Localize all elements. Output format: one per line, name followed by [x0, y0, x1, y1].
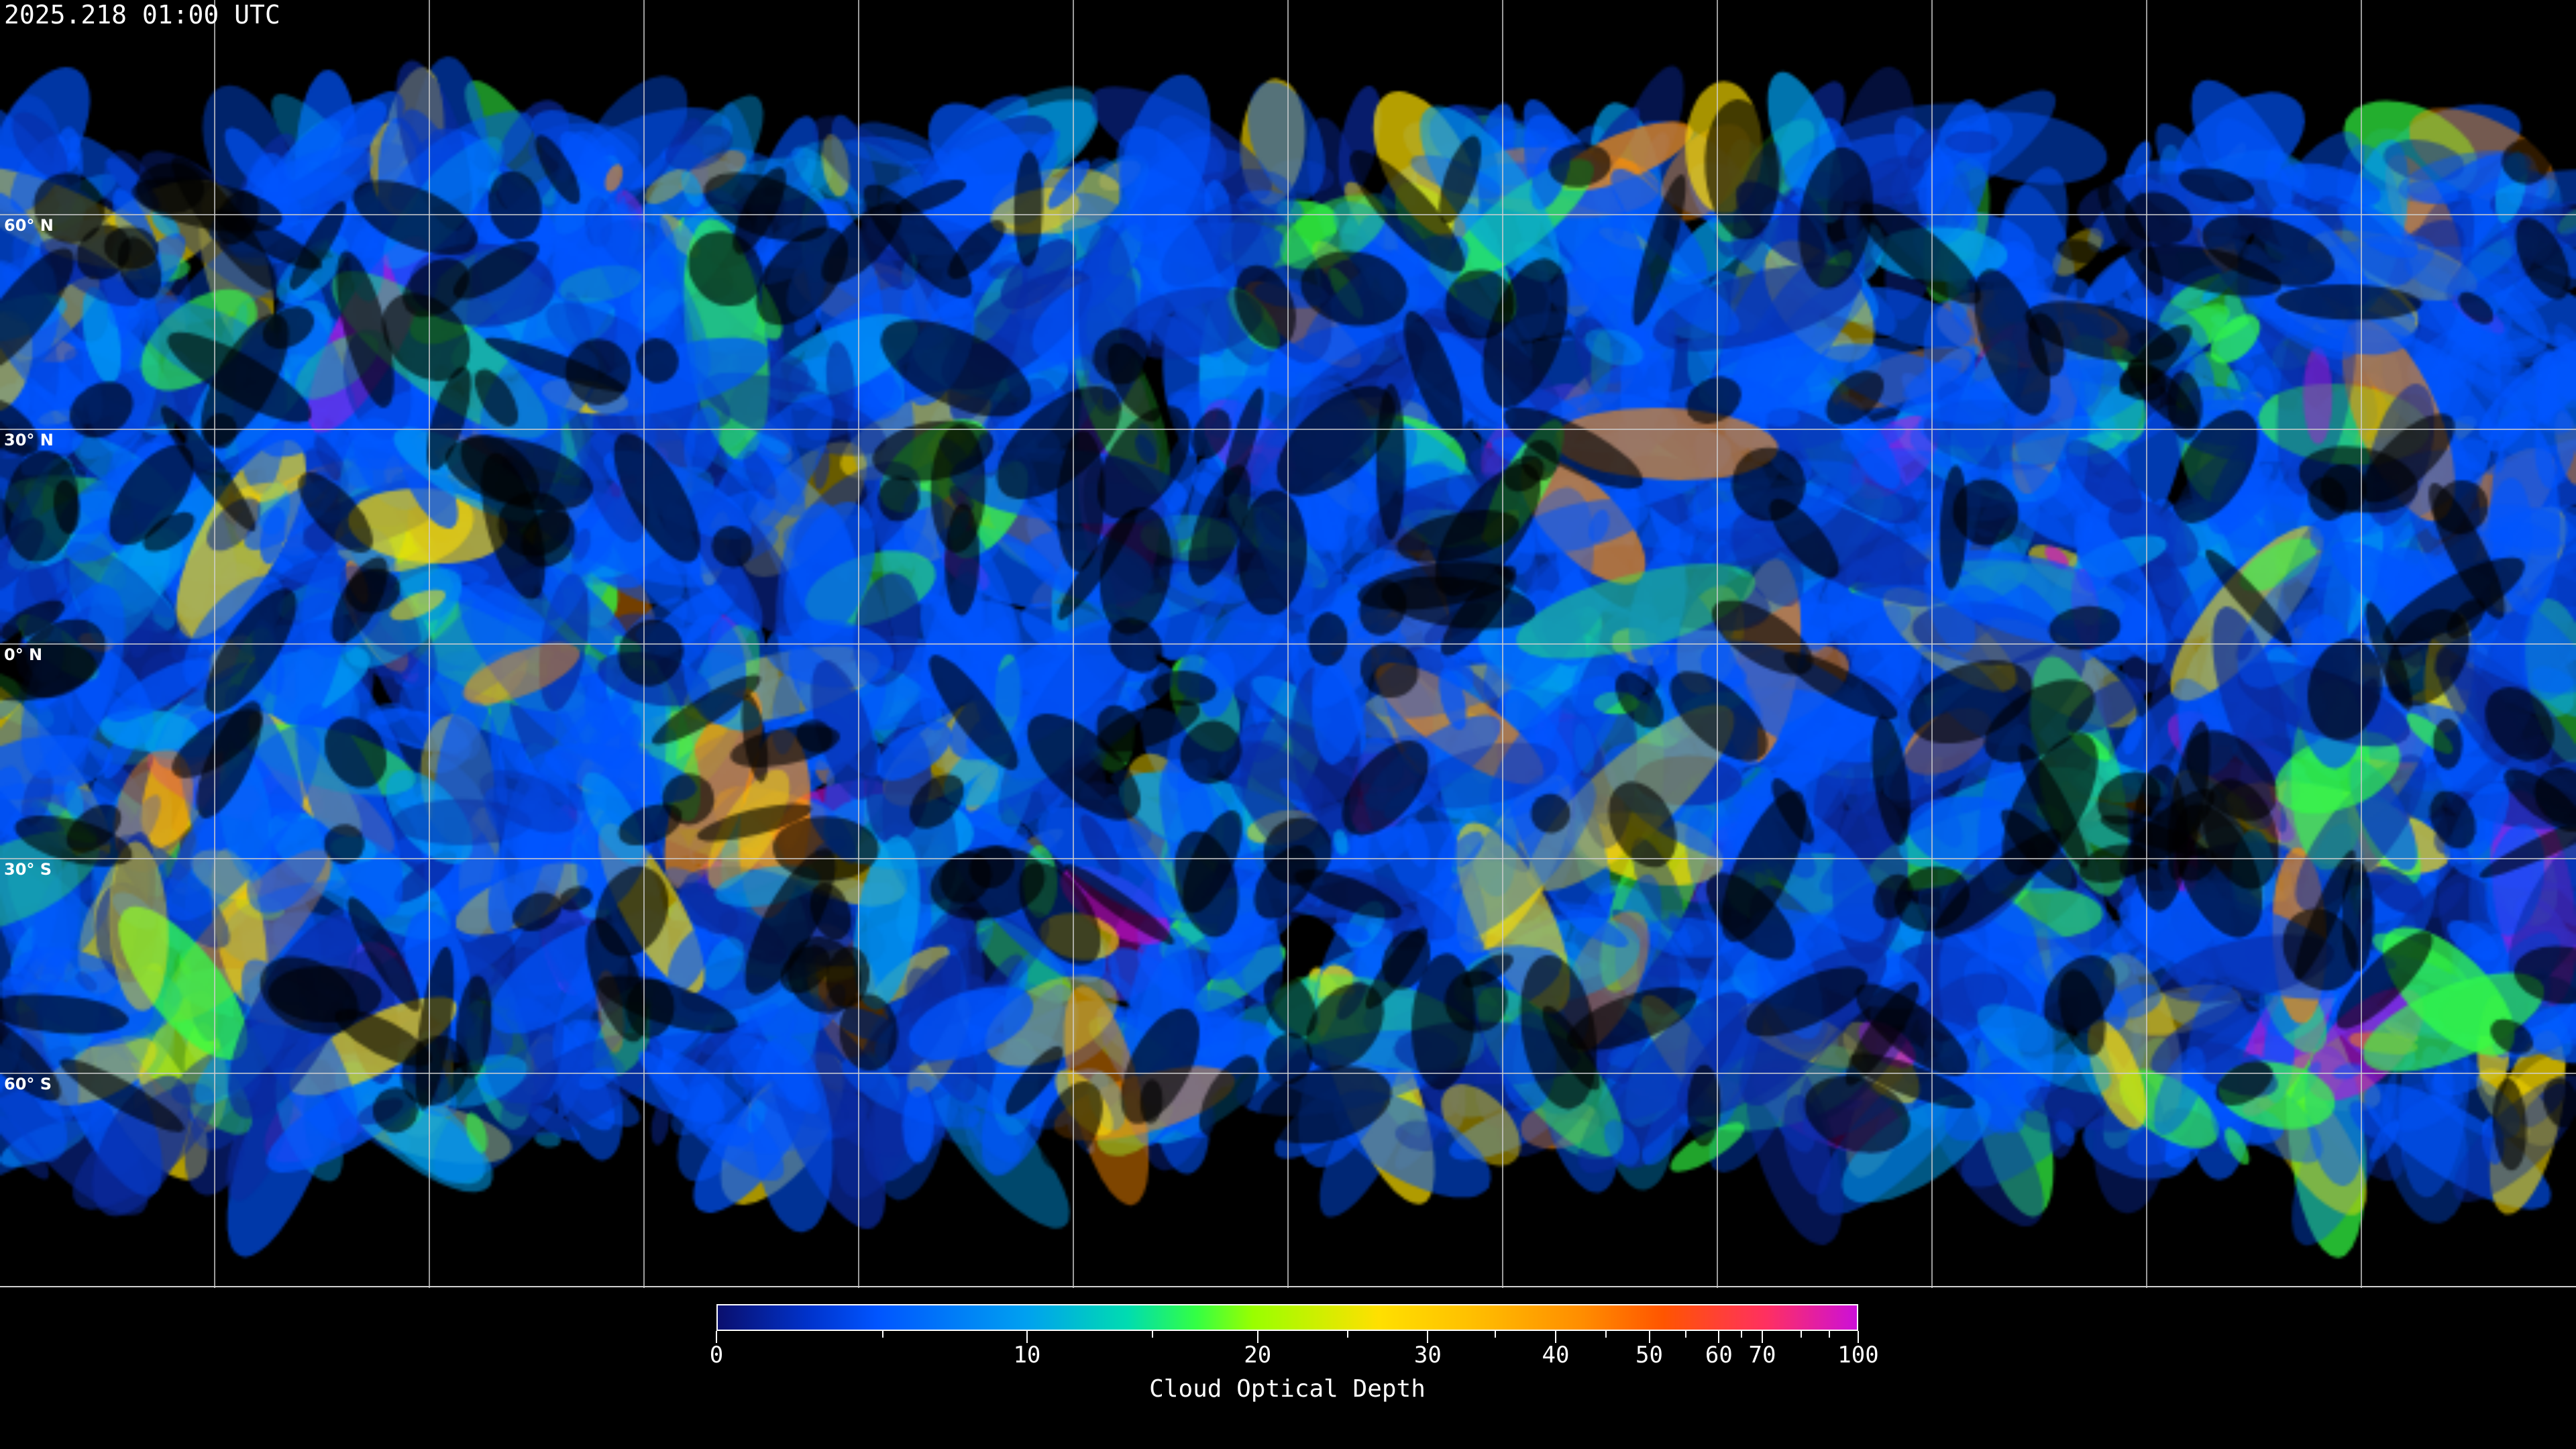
colorbar	[716, 1304, 1858, 1331]
colorbar-major-tick	[1026, 1331, 1028, 1343]
colorbar-major-tick	[716, 1331, 717, 1343]
colorbar-tick-label: 0	[709, 1342, 724, 1368]
colorbar-major-tick	[1427, 1331, 1429, 1343]
colorbar-tick-label: 10	[1013, 1342, 1041, 1368]
lat-label-60n: 60° N	[4, 216, 54, 235]
colorbar-major-tick	[1858, 1331, 1859, 1343]
colorbar-major-tick	[1648, 1331, 1650, 1343]
colorbar-minor-tick	[1605, 1331, 1607, 1338]
colorbar-tick-label: 70	[1748, 1342, 1776, 1368]
colorbar-minor-tick	[1741, 1331, 1743, 1338]
graticule	[0, 0, 2576, 1288]
timestamp-title: 2025.218 01:00 UTC	[4, 0, 280, 30]
colorbar-major-tick	[1256, 1331, 1258, 1343]
colorbar-tick-label: 20	[1244, 1342, 1272, 1368]
colorbar-major-tick	[1762, 1331, 1764, 1343]
colorbar-tick-label: 50	[1635, 1342, 1664, 1368]
colorbar-major-tick	[1554, 1331, 1556, 1343]
map-bottom-border	[0, 1286, 2576, 1287]
colorbar-tick-label: 60	[1705, 1342, 1733, 1368]
colorbar-minor-tick	[1152, 1331, 1154, 1338]
colorbar-minor-tick	[882, 1331, 884, 1338]
lat-label-30s: 30° S	[4, 860, 52, 879]
lat-label-30n: 30° N	[4, 431, 54, 449]
colorbar-minor-tick	[1684, 1331, 1686, 1338]
colorbar-tick-label: 30	[1413, 1342, 1442, 1368]
colorbar-minor-tick	[1494, 1331, 1496, 1338]
colorbar-tick-label: 100	[1837, 1342, 1879, 1368]
colorbar-tick-label: 40	[1542, 1342, 1570, 1368]
lat-label-60s: 60° S	[4, 1075, 52, 1093]
colorbar-major-tick	[1718, 1331, 1720, 1343]
colorbar-minor-tick	[1829, 1331, 1831, 1338]
colorbar-minor-tick	[1800, 1331, 1802, 1338]
colorbar-title: Cloud Optical Depth	[1149, 1375, 1426, 1403]
colorbar-minor-tick	[1347, 1331, 1349, 1338]
lat-label-0n: 0° N	[4, 645, 43, 664]
